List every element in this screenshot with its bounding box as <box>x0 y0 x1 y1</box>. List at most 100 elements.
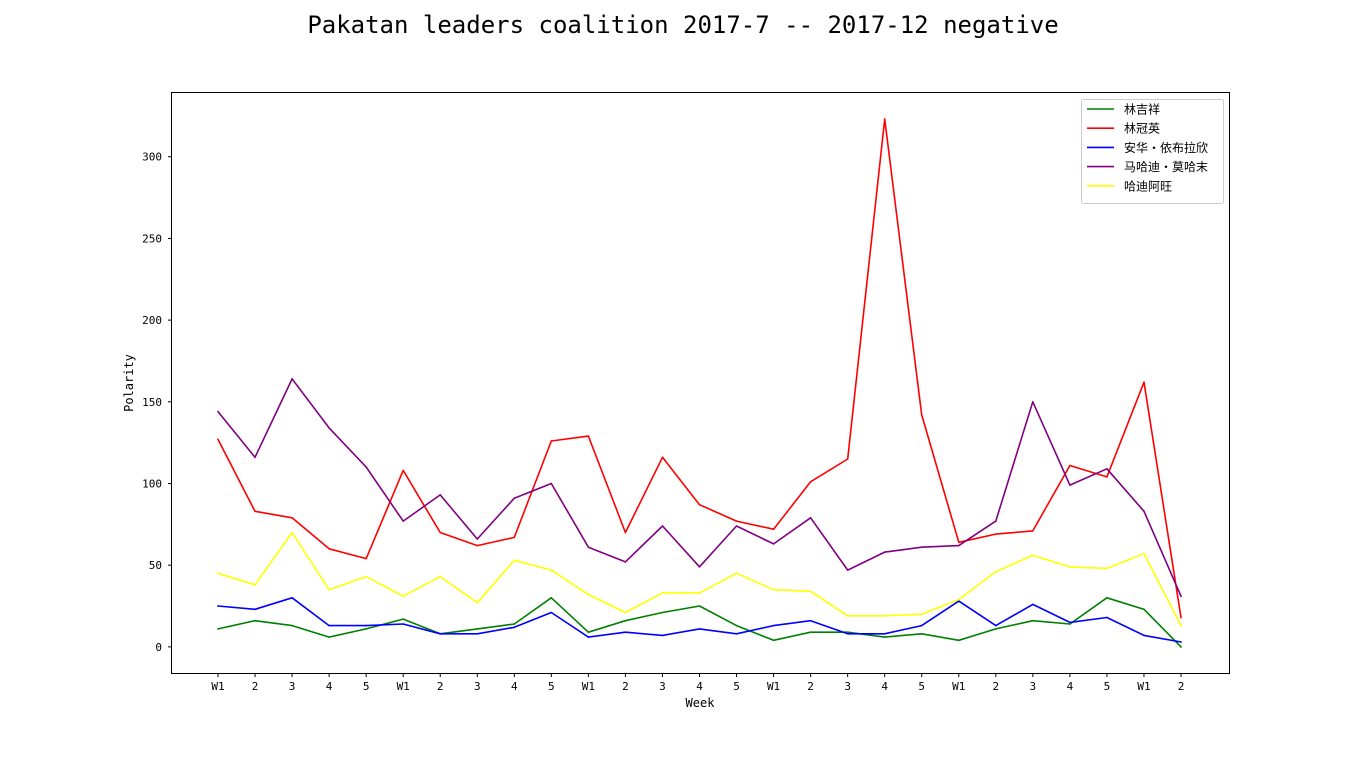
series-4-point <box>402 595 405 597</box>
series-1-point <box>291 517 293 519</box>
series-2-point <box>1069 621 1071 624</box>
series-2-point <box>624 631 627 633</box>
series-3-point <box>402 520 405 522</box>
series-1-point <box>661 456 664 459</box>
series-2-point <box>476 633 479 635</box>
x-tick-label: 5 <box>1104 680 1111 693</box>
series-2-point <box>291 597 293 599</box>
y-tick-label: 150 <box>142 396 162 409</box>
series-3-point <box>217 410 219 413</box>
legend-entry: 马哈迪・莫哈末 <box>1124 160 1208 174</box>
series-1-point <box>587 435 590 437</box>
x-tick-label: 3 <box>474 680 481 693</box>
legend-entry: 安华・依布拉欣 <box>1124 140 1208 155</box>
series-0-point <box>587 631 590 633</box>
y-tick-label: 0 <box>155 641 162 654</box>
series-0-point <box>254 619 256 622</box>
series-3-point <box>846 569 849 571</box>
series-0-point <box>328 636 330 638</box>
series-3-point <box>772 543 775 545</box>
x-tick-label: 5 <box>918 680 925 693</box>
x-tick-label: 4 <box>326 680 333 693</box>
series-layer <box>217 118 1182 648</box>
series-1-point <box>1143 381 1145 384</box>
series-0-point <box>995 628 997 630</box>
y-axis-label: Polarity <box>122 354 136 412</box>
x-tick-label: 3 <box>844 680 851 693</box>
series-3-point <box>1069 484 1071 486</box>
series-0-point <box>661 611 664 614</box>
series-2-point <box>513 626 516 629</box>
x-axis-label: Week <box>686 696 716 710</box>
series-2-point <box>772 624 775 627</box>
series-2-point <box>698 628 701 630</box>
series-1-point <box>1180 616 1182 619</box>
series-1-point <box>1032 530 1034 532</box>
series-1-point <box>1106 476 1108 478</box>
series-0-point <box>291 624 293 627</box>
x-tick-label: 3 <box>1030 680 1037 693</box>
series-4-point <box>513 559 516 562</box>
x-tick-label: W1 <box>1137 680 1150 693</box>
series-0-point <box>1032 619 1034 622</box>
x-tick-label: 2 <box>992 680 999 693</box>
series-3-point <box>328 427 330 429</box>
series-4-point <box>958 598 960 601</box>
series-1-point <box>439 531 442 534</box>
series-3-point <box>883 551 886 553</box>
x-tick-label: 3 <box>659 680 666 693</box>
x-tick-label: 2 <box>1178 680 1185 693</box>
series-4-point <box>1069 566 1071 568</box>
series-2-point <box>846 633 849 635</box>
x-tick-label: 2 <box>807 680 814 693</box>
x-tick-label: W1 <box>211 680 224 693</box>
series-2-point <box>1143 634 1145 637</box>
series-0-point <box>1069 623 1071 625</box>
series-3-point <box>1106 468 1108 470</box>
series-0-point <box>217 628 219 630</box>
x-tick-label: W1 <box>952 680 965 693</box>
x-axis: W1 2 3 4 5 W1 2 3 4 5 W1 2 3 4 5 W1 2 3 4 5 W1 2 3 4 5 W1 2 <box>211 673 1184 693</box>
series-1-point <box>995 533 997 535</box>
series-1-point <box>217 438 219 441</box>
series-3-point <box>920 546 923 548</box>
series-1-point <box>550 440 553 442</box>
series-4-point <box>1106 567 1108 570</box>
series-4-point <box>735 572 738 575</box>
series-1-point <box>1069 464 1071 467</box>
x-tick-label: 4 <box>881 680 888 693</box>
series-1-point <box>254 510 256 513</box>
x-tick-label: 4 <box>1067 680 1074 693</box>
series-3-point <box>1180 595 1182 597</box>
series-4-point <box>661 592 664 594</box>
series-3-point <box>254 456 256 459</box>
series-3-point <box>476 538 479 540</box>
series-3-point <box>809 517 812 519</box>
series-1-point <box>735 520 738 522</box>
series-4-point <box>920 613 923 615</box>
series-1-point <box>958 541 960 544</box>
series-3-point <box>1032 401 1034 403</box>
series-0-point <box>402 618 405 620</box>
series-0-point <box>809 631 812 633</box>
series-2-point <box>217 605 219 607</box>
y-tick-label: 100 <box>142 477 162 490</box>
x-tick-label: 5 <box>733 680 740 693</box>
series-3-point <box>291 378 293 380</box>
x-tick-label: W1 <box>582 680 595 693</box>
series-0-point <box>624 619 627 622</box>
series-4-point <box>1032 554 1034 557</box>
y-tick-label: 50 <box>149 559 162 572</box>
series-3-point <box>624 561 627 563</box>
series-4-point <box>846 615 849 617</box>
series-1-point <box>920 414 923 416</box>
series-1-point <box>624 531 627 534</box>
x-tick-label: 2 <box>622 680 629 693</box>
series-1-point <box>328 548 330 550</box>
series-4-point <box>883 615 886 617</box>
series-3-point <box>1143 510 1145 513</box>
series-0-point <box>772 639 775 642</box>
series-4-point <box>254 584 256 586</box>
series-3-point <box>661 525 664 527</box>
series-0-point <box>1180 646 1182 648</box>
